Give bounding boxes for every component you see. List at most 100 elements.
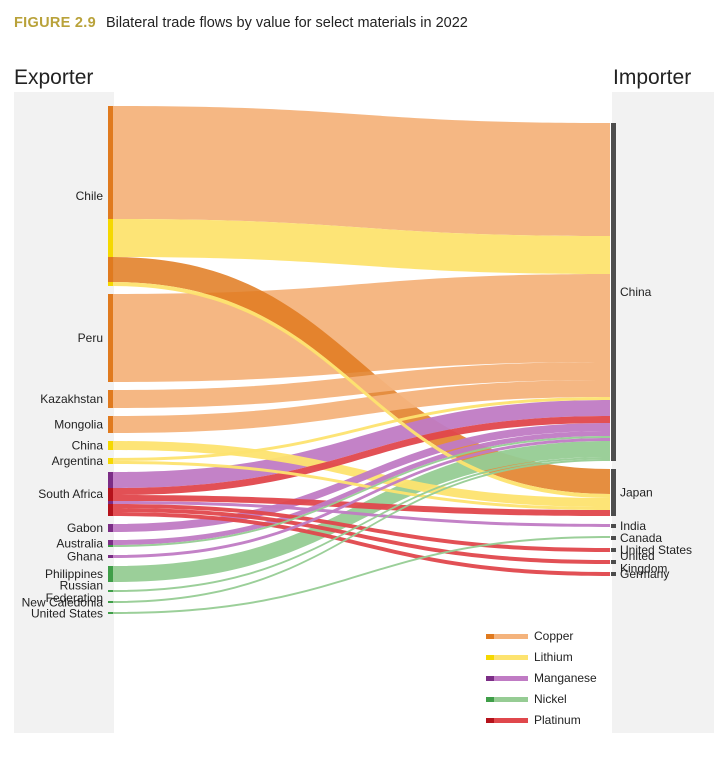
exporter-bar-chile-copper xyxy=(108,106,113,219)
exporter-label-australia: Australia xyxy=(56,537,103,551)
exporter-bar-argentina-lithium xyxy=(108,461,113,464)
legend-swatch-dark-manganese xyxy=(486,676,494,681)
flow-kazakhstan-to-china-copper xyxy=(113,362,610,408)
importer-label-canada: Canada xyxy=(620,531,662,545)
exporter-bar-south_africa-platinum xyxy=(108,508,113,512)
exporter-label-russian_federation: Russian Federation xyxy=(46,578,103,605)
flow-ribbons xyxy=(113,106,610,614)
figure-number: FIGURE 2.9 xyxy=(14,15,96,31)
exporter-bar-argentina-lithium xyxy=(108,458,113,461)
exporter-bar-philippines-nickel xyxy=(108,566,113,582)
flow-gabon-to-china-manganese xyxy=(113,423,610,532)
exporter-label-south_africa: South Africa xyxy=(38,487,103,501)
exporter-bar-united_states-nickel xyxy=(108,612,113,614)
exporter-bar-south_africa-manganese xyxy=(108,472,113,488)
exporter-bar-gabon-manganese xyxy=(108,524,113,532)
figure-title: FIGURE 2.9 Bilateral trade flows by valu… xyxy=(14,15,468,31)
flow-argentina-to-japan-lithium xyxy=(113,461,610,510)
flow-south_africa-to-germany-platinum xyxy=(113,512,610,576)
exporter-label-philippines: Philippines xyxy=(45,567,103,581)
exporter-bar-chile-lithium xyxy=(108,282,113,286)
importer-header: Importer xyxy=(613,66,691,89)
exporter-bar-new_caledonia-nickel xyxy=(108,601,113,603)
importer-bar-canada xyxy=(611,536,616,540)
flow-chile-to-china-lithium xyxy=(113,219,610,274)
importer-bar-china xyxy=(611,123,616,461)
exporter-bar-australia-manganese xyxy=(108,540,113,545)
flow-australia-to-china-manganese xyxy=(113,431,610,545)
flow-russian_federation-to-china-nickel xyxy=(113,457,610,592)
exporter-bar-china-lithium xyxy=(108,441,113,450)
legend-label-lithium: Lithium xyxy=(534,650,573,664)
exporter-label-argentina: Argentina xyxy=(52,454,104,468)
exporter-bar-south_africa-platinum xyxy=(108,488,113,495)
node-labels: ChilePeruKazakhstanMongoliaChinaArgentin… xyxy=(22,189,692,621)
legend-swatch-light-copper xyxy=(494,634,528,639)
exporter-label-united_states: United States xyxy=(31,607,103,621)
exporter-label-kazakhstan: Kazakhstan xyxy=(40,392,103,406)
legend-label-platinum: Platinum xyxy=(534,713,581,727)
flow-mongolia-to-china-copper xyxy=(113,380,610,433)
importer-bar-japan xyxy=(611,469,616,516)
exporter-bar-chile-copper xyxy=(108,257,113,282)
exporter-label-mongolia: Mongolia xyxy=(54,418,103,432)
flow-australia-to-china-nickel xyxy=(113,436,610,547)
legend-swatch-dark-copper xyxy=(486,634,494,639)
exporter-panel xyxy=(14,92,114,733)
legend-swatch-dark-platinum xyxy=(486,718,494,723)
exporter-label-peru: Peru xyxy=(78,331,103,345)
exporter-bar-kazakhstan-copper xyxy=(108,390,113,408)
exporter-bar-south_africa-platinum xyxy=(108,495,113,501)
exporter-bar-chile-lithium xyxy=(108,219,113,257)
importer-label-germany: Germany xyxy=(620,567,669,581)
flow-chile-to-china-copper xyxy=(113,106,610,236)
exporter-bar-mongolia-copper xyxy=(108,416,113,433)
flow-new_caledonia-to-china-nickel xyxy=(113,459,610,603)
exporter-bar-south_africa-manganese xyxy=(108,501,113,504)
flow-chile-to-japan-lithium xyxy=(113,282,610,498)
legend-swatch-dark-lithium xyxy=(486,655,494,660)
importer-label-united_kingdom: United Kingdom xyxy=(620,549,667,576)
flow-south_africa-to-china-platinum xyxy=(113,416,610,495)
legend: Copper Lithium Manganese Nickel Platinum xyxy=(486,629,597,727)
legend-swatch-dark-nickel xyxy=(486,697,494,702)
flow-philippines-to-china-nickel xyxy=(113,441,610,582)
exporter-label-ghana: Ghana xyxy=(67,550,103,564)
flow-united_states-to-canada-nickel xyxy=(113,536,610,614)
exporter-bar-south_africa-platinum xyxy=(108,512,113,516)
importer-bar-germany xyxy=(611,572,616,576)
legend-swatch-light-lithium xyxy=(494,655,528,660)
exporter-label-china: China xyxy=(72,439,104,453)
legend-label-manganese: Manganese xyxy=(534,671,597,685)
exporter-bar-russian_federation-nickel xyxy=(108,590,113,592)
legend-label-copper: Copper xyxy=(534,629,573,643)
legend-swatch-light-platinum xyxy=(494,718,528,723)
flow-argentina-to-china-lithium xyxy=(113,397,610,461)
exporter-header: Exporter xyxy=(14,66,93,89)
legend-swatch-light-manganese xyxy=(494,676,528,681)
importer-bar-united_kingdom xyxy=(611,560,616,564)
flow-south_africa-to-united_kingdom-platinum xyxy=(113,508,610,564)
importer-bar-india xyxy=(611,524,616,528)
importer-label-china: China xyxy=(620,285,652,299)
importer-label-india: India xyxy=(620,519,646,533)
importer-label-united_states: United States xyxy=(620,543,692,557)
importer-panel xyxy=(612,92,714,733)
importer-label-japan: Japan xyxy=(620,486,653,500)
legend-swatch-light-nickel xyxy=(494,697,528,702)
flow-ghana-to-china-manganese xyxy=(113,438,610,558)
flow-chile-to-japan-copper xyxy=(113,257,610,494)
exporter-bar-ghana-manganese xyxy=(108,555,113,558)
flow-south_africa-to-india-manganese xyxy=(113,501,610,527)
figure-title-text: Bilateral trade flows by value for selec… xyxy=(106,15,468,31)
exporter-bar-south_africa-platinum xyxy=(108,504,113,508)
node-bars xyxy=(108,106,616,614)
exporter-bar-australia-nickel xyxy=(108,545,113,547)
flow-south_africa-to-united_states-platinum xyxy=(113,504,610,552)
importer-bar-united_states xyxy=(611,548,616,552)
flow-south_africa-to-japan-platinum xyxy=(113,495,610,516)
exporter-bar-peru-copper xyxy=(108,294,113,382)
exporter-label-gabon: Gabon xyxy=(67,521,103,535)
exporter-label-chile: Chile xyxy=(76,189,104,203)
